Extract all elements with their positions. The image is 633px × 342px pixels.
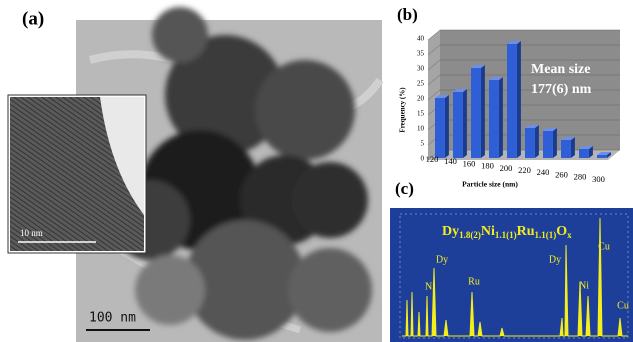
bar-side xyxy=(462,89,467,158)
element-symbol: Dy xyxy=(442,224,459,239)
peak-label: Ni xyxy=(425,281,435,292)
bar-side xyxy=(444,95,449,158)
y-tick-label: 5 xyxy=(421,140,425,148)
x-tick-label: 280 xyxy=(574,172,587,182)
bar xyxy=(489,80,499,158)
peak-label: Cu xyxy=(598,241,610,252)
grid-line xyxy=(427,59,441,71)
panel-label: (b) xyxy=(397,5,418,24)
subscript: 1.1(1) xyxy=(535,230,557,240)
subscript: 1.1(1) xyxy=(495,230,517,240)
element-symbol: Ni xyxy=(481,224,495,239)
bar xyxy=(471,68,481,158)
y-tick-label: 10 xyxy=(417,125,425,133)
peak-label: Cu xyxy=(617,300,629,311)
grid-line xyxy=(427,29,441,41)
grid-line xyxy=(427,74,441,86)
grid-line xyxy=(427,44,441,56)
x-tick-label: 200 xyxy=(500,163,513,173)
x-tick-label: 140 xyxy=(444,156,457,166)
grid-line xyxy=(427,89,441,101)
scale-bar-label: 100 nm xyxy=(89,311,136,326)
bar-top xyxy=(471,65,485,68)
peak-label: Dy xyxy=(436,254,448,265)
peak-label: Dy xyxy=(549,254,561,265)
bar xyxy=(453,92,463,158)
bar-top xyxy=(435,95,449,98)
annotation: Mean size xyxy=(531,62,590,77)
x-tick-label: 160 xyxy=(463,158,476,168)
y-tick-label: 0 xyxy=(421,155,425,163)
bar-top xyxy=(525,125,539,128)
formula: Dy1.8(2)Ni1.1(1)Ru1.1(1)Ox xyxy=(442,224,572,240)
panel-label: (a) xyxy=(22,8,44,29)
x-axis-label: Particle size (nm) xyxy=(462,180,518,189)
bar-top xyxy=(543,128,557,131)
subscript: x xyxy=(567,230,572,240)
bar-top xyxy=(507,41,521,44)
y-tick-label: 15 xyxy=(417,110,425,118)
bar-top xyxy=(597,152,611,155)
x-tick-label: 300 xyxy=(592,174,605,184)
bar xyxy=(597,155,607,158)
bar xyxy=(507,44,517,158)
element-symbol: O xyxy=(556,224,567,239)
element-symbol: Ru xyxy=(517,224,535,239)
x-tick-label: 120 xyxy=(426,154,439,164)
bar-side xyxy=(588,146,593,158)
bar xyxy=(543,131,553,158)
bar xyxy=(561,140,571,158)
bar-side xyxy=(552,128,557,158)
peak-label: Ru xyxy=(468,276,480,287)
bar-side xyxy=(570,137,575,158)
bar-side xyxy=(534,125,539,158)
y-tick-label: 25 xyxy=(417,80,425,88)
x-tick-label: 240 xyxy=(537,167,550,177)
bar-top xyxy=(561,137,575,140)
y-axis-label: Frequency (%) xyxy=(399,87,407,133)
bar-top xyxy=(579,146,593,149)
bar-side xyxy=(498,77,503,158)
spectrum-panel xyxy=(390,208,633,342)
x-tick-label: 180 xyxy=(481,161,494,171)
inset-scale-bar-label: 10 nm xyxy=(20,228,43,238)
y-tick-label: 35 xyxy=(417,50,425,58)
hrtem-inset xyxy=(7,94,147,254)
x-tick-label: 220 xyxy=(518,165,531,175)
x-tick-label: 260 xyxy=(555,169,568,179)
bar-top xyxy=(453,89,467,92)
bar-side xyxy=(516,41,521,158)
bar-top xyxy=(489,77,503,80)
tem-image xyxy=(76,7,384,342)
bar xyxy=(579,149,589,158)
annotation: 177(6) nm xyxy=(531,82,592,97)
bar-side xyxy=(480,65,485,158)
y-tick-label: 20 xyxy=(417,95,425,103)
y-tick-label: 30 xyxy=(417,65,425,73)
peak-label: Ni xyxy=(579,280,589,291)
bar xyxy=(435,98,445,158)
bar xyxy=(525,128,535,158)
panel-label: (c) xyxy=(395,179,414,198)
bar-side xyxy=(606,152,611,158)
subscript: 1.8(2) xyxy=(459,230,481,240)
y-tick-label: 40 xyxy=(417,35,425,43)
